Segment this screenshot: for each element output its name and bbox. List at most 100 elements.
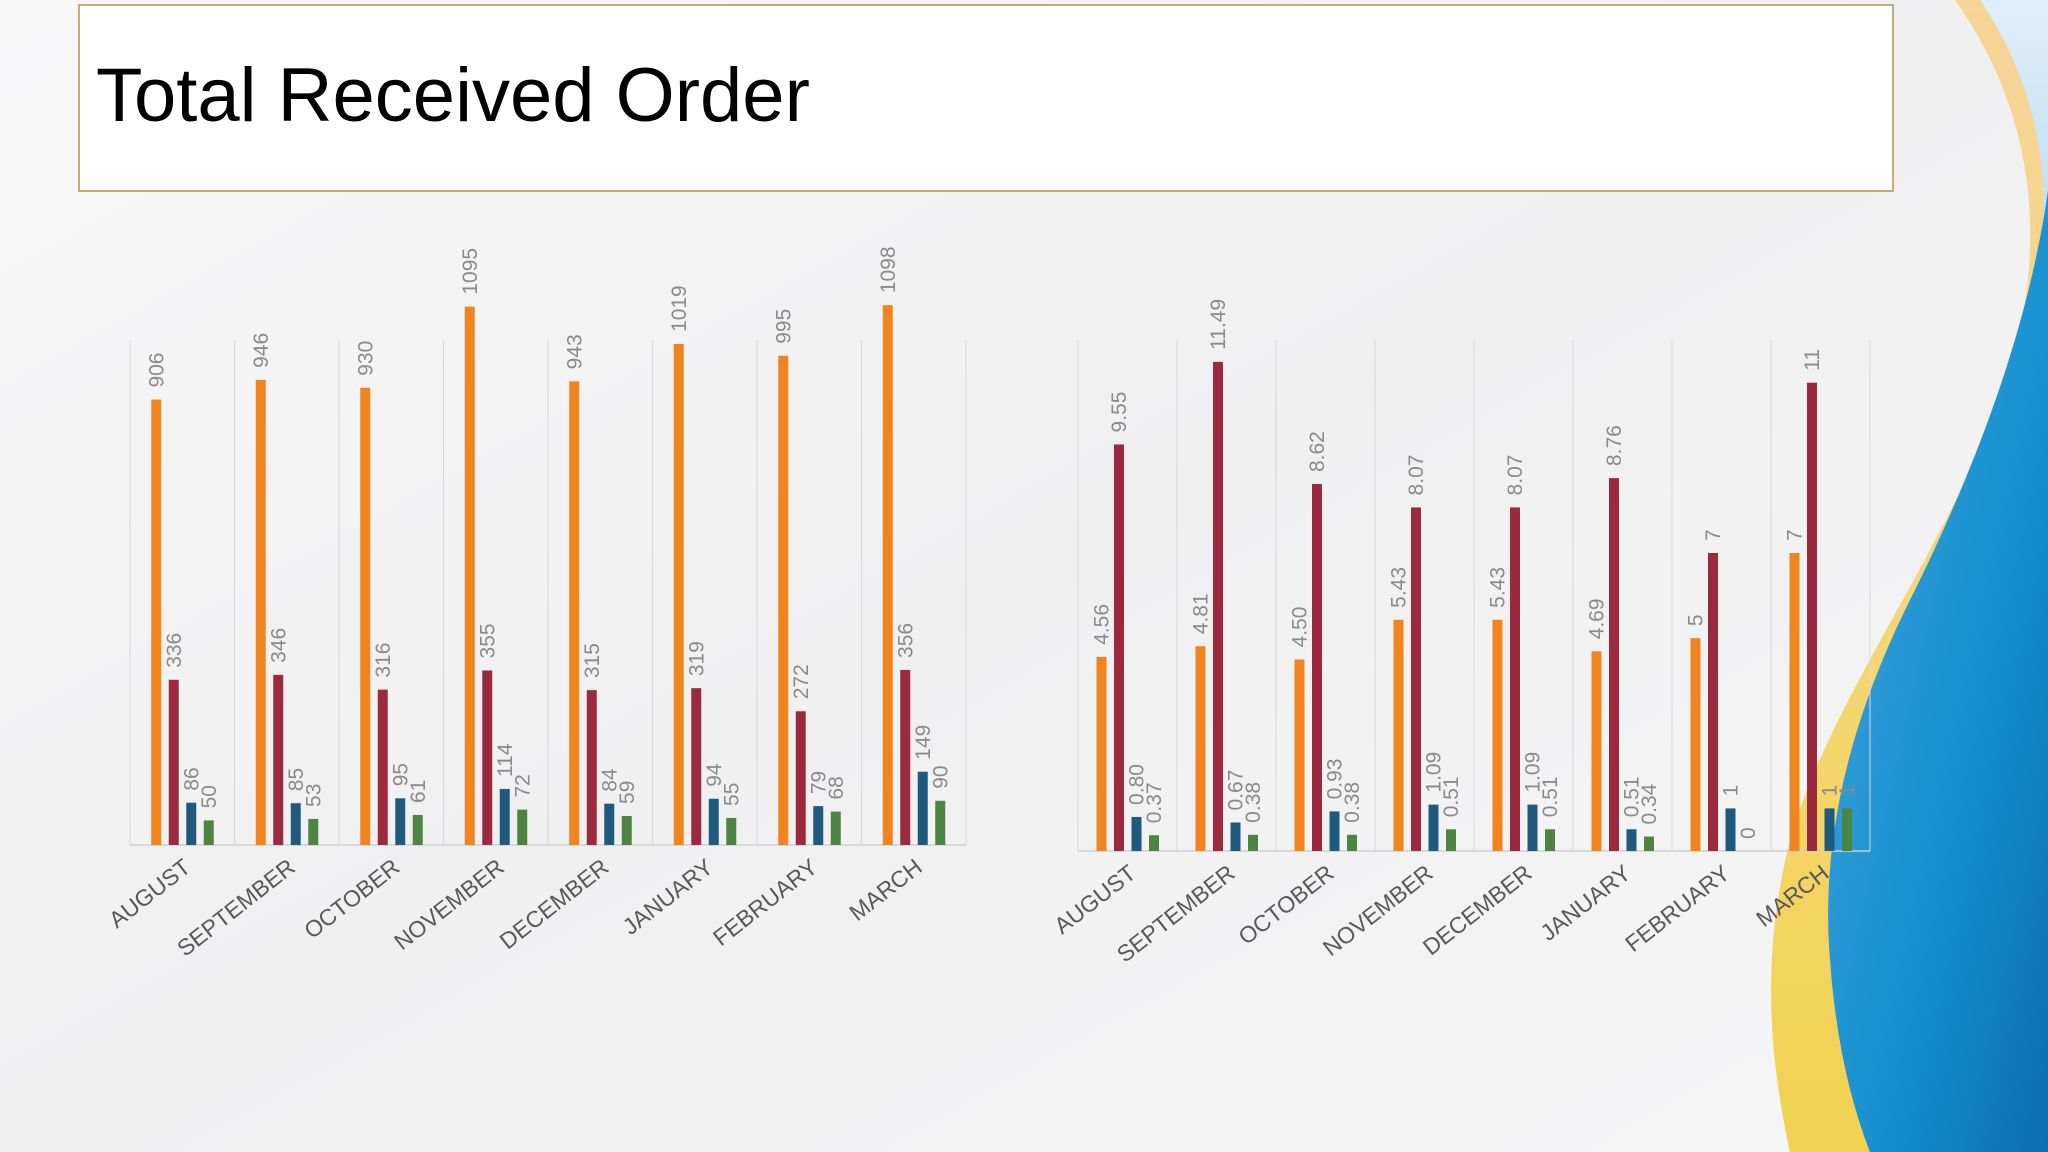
data-label: 943: [563, 334, 586, 369]
data-label: 55: [720, 783, 743, 806]
data-label: 1098: [877, 246, 900, 293]
bar: [1131, 816, 1142, 851]
bar: [1527, 804, 1538, 851]
bar: [726, 817, 737, 845]
bar: [813, 806, 824, 845]
category-label: FEBRUARY: [1620, 859, 1734, 956]
bar: [1411, 507, 1421, 851]
data-label: 0.34: [1638, 783, 1661, 824]
bar: [1842, 808, 1852, 851]
bar: [1824, 808, 1835, 851]
bar: [1114, 444, 1124, 851]
category-label: MARCH: [1751, 859, 1833, 931]
bar: [1312, 484, 1322, 851]
data-label: 355: [476, 623, 499, 658]
data-label: 95: [389, 763, 412, 786]
bar: [621, 815, 632, 845]
data-label: 8.07: [1405, 455, 1428, 496]
data-label: 11: [1801, 349, 1824, 371]
data-label: 0.51: [1440, 776, 1463, 817]
data-label: 1: [1720, 785, 1743, 797]
data-label: 1.09: [1423, 752, 1446, 793]
bar: [186, 802, 197, 845]
bar: [900, 669, 911, 845]
data-label: 5.43: [1388, 567, 1411, 608]
data-label: 7: [1702, 529, 1725, 541]
data-label: 79: [807, 771, 830, 794]
bar: [499, 788, 510, 845]
category-label: DECEMBER: [1418, 859, 1537, 960]
bar: [517, 809, 528, 845]
bar: [203, 820, 214, 845]
title-box: Total Received Order: [78, 4, 1894, 192]
bar: [1347, 834, 1357, 851]
data-label: 7: [1784, 529, 1807, 541]
bar: [1294, 659, 1305, 851]
data-label: 1095: [459, 248, 482, 295]
bar: [1248, 834, 1258, 851]
bar: [569, 381, 580, 845]
bar: [1492, 619, 1503, 851]
bar: [691, 688, 702, 845]
bar: [273, 674, 284, 845]
bar: [586, 690, 597, 845]
data-label: 356: [894, 623, 917, 658]
data-label: 1019: [668, 285, 691, 332]
data-label: 315: [581, 643, 604, 678]
bar: [673, 343, 684, 845]
data-label: 90: [929, 765, 952, 788]
bar: [1230, 822, 1241, 851]
data-label: 336: [163, 633, 186, 668]
data-label: 0.67: [1225, 770, 1248, 811]
bar: [1609, 478, 1619, 851]
bar: [1329, 811, 1340, 851]
data-label: 61: [407, 780, 430, 803]
bar: [1591, 651, 1602, 851]
bar: [482, 670, 493, 845]
bar: [1626, 829, 1637, 851]
bar: [412, 815, 423, 845]
data-label: 0.38: [1242, 782, 1265, 823]
light-blue-swoosh-decoration: [1980, 0, 2048, 260]
data-label: 86: [180, 767, 203, 790]
bar: [1708, 553, 1718, 851]
bar: [290, 803, 301, 845]
bar: [464, 306, 475, 845]
slide-title: Total Received Order: [96, 53, 810, 138]
data-label: 930: [354, 341, 377, 376]
data-label: 8.62: [1306, 431, 1329, 472]
data-label: 316: [372, 643, 395, 678]
data-label: 906: [145, 353, 168, 388]
data-label: 94: [703, 763, 726, 787]
data-label: 11.49: [1207, 299, 1230, 350]
data-label: 995: [772, 309, 795, 344]
data-label: 114: [494, 743, 517, 777]
bar: [917, 771, 928, 845]
data-label: 8.76: [1603, 425, 1626, 466]
data-label: 0.38: [1341, 782, 1364, 823]
bar: [1644, 836, 1654, 851]
data-label: 272: [790, 664, 813, 699]
data-label: 0.80: [1126, 764, 1149, 805]
blue-swoosh-decoration: [1828, 190, 2048, 1152]
data-label: 346: [267, 628, 290, 663]
data-label: 5: [1685, 614, 1708, 626]
bar: [255, 379, 266, 845]
data-label: 0.51: [1539, 776, 1562, 817]
bar: [830, 811, 841, 845]
bar: [395, 798, 406, 845]
bar: [1213, 361, 1223, 851]
bar: [1545, 829, 1555, 851]
bar: [1428, 804, 1439, 851]
data-label: 0.93: [1324, 759, 1347, 800]
bar: [1096, 656, 1107, 851]
bar: [1789, 553, 1800, 851]
data-label: 59: [616, 781, 639, 804]
data-label: 8.07: [1504, 455, 1527, 496]
bar: [1510, 507, 1520, 851]
data-label: 1: [1836, 785, 1859, 797]
data-label: 946: [250, 333, 273, 368]
